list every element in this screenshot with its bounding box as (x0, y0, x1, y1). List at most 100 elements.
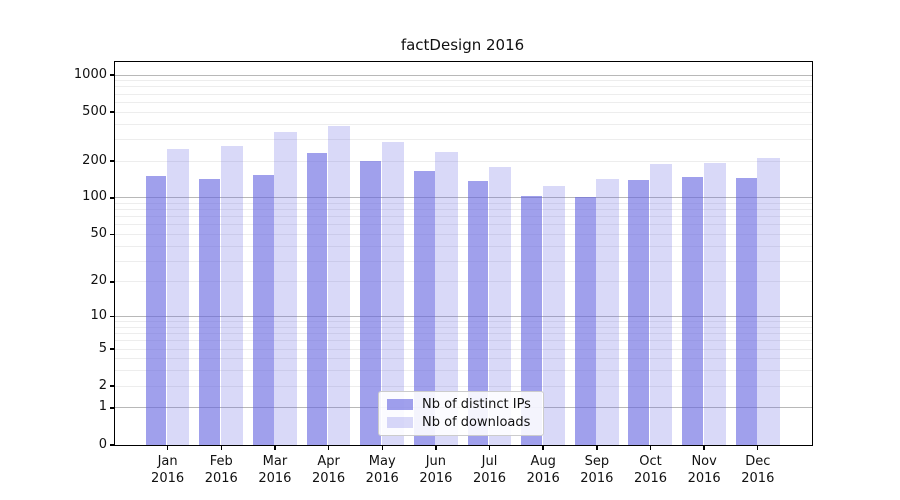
bar-downloads-jan (167, 148, 190, 445)
bar-distinct-ips-nov (682, 177, 703, 445)
x-tick (703, 446, 705, 450)
gridline-minor (115, 93, 812, 95)
bar-distinct-ips-jan (145, 175, 167, 445)
y-tick (110, 160, 114, 162)
gridline-minor (115, 209, 812, 211)
x-tick (435, 446, 437, 450)
x-tick-label: Jun 2016 (419, 454, 453, 486)
x-tick (166, 446, 169, 450)
bar-distinct-ips-aug (521, 195, 542, 445)
y-tick-label: 20 (90, 273, 107, 289)
x-tick (649, 446, 652, 450)
plot-area: Jan 2016 Feb 2016 Mar 2016 Apr 2016 May 2016… (74, 61, 813, 486)
x-tick-label: Oct 2016 (633, 454, 668, 486)
bar-downloads-aug (542, 185, 565, 445)
x-tick (596, 446, 598, 450)
chart-title: factDesign 2016 (400, 36, 525, 54)
bar-downloads-jul (488, 167, 512, 445)
x-tick-label: Mar 2016 (258, 454, 292, 486)
bar-distinct-ips-may (360, 161, 382, 445)
x-tick-label: Sep 2016 (580, 454, 614, 486)
y-tick (110, 385, 114, 387)
gridline-minor (115, 333, 812, 335)
legend-label-distinct-ips: Nb of distinct IPs (422, 397, 531, 412)
x-tick (274, 446, 276, 450)
bar-downloads-oct (649, 163, 673, 445)
bar-distinct-ips-mar (252, 174, 274, 445)
y-tick (110, 197, 114, 199)
y-tick (110, 444, 114, 446)
gridline-minor (115, 326, 812, 328)
y-tick-label: 100 (82, 189, 107, 205)
bar-distinct-ips-dec (735, 177, 757, 445)
y-tick (110, 74, 114, 76)
gridline-minor (115, 138, 812, 140)
gridline-minor (115, 358, 812, 360)
gridline-minor (115, 233, 812, 235)
y-tick-label: 50 (90, 225, 107, 241)
legend-label-downloads: Nb of downloads (422, 415, 531, 430)
gridline-minor (115, 160, 812, 162)
gridline-minor (115, 370, 812, 372)
gridline-minor (115, 86, 812, 88)
y-tick-label: 10 (90, 308, 107, 324)
x-tick-label: Aug 2016 (526, 454, 560, 486)
y-tick (110, 233, 114, 236)
y-tick (110, 111, 114, 113)
x-tick (488, 446, 491, 450)
x-tick (381, 446, 383, 450)
gridline-minor (115, 281, 812, 283)
bar-downloads-sep (596, 178, 619, 445)
x-tick-label: May 2016 (365, 454, 399, 486)
x-tick-label: Feb 2016 (204, 454, 238, 486)
y-tick-label: 1000 (73, 66, 107, 82)
y-tick-label: 200 (82, 152, 107, 168)
y-tick (110, 407, 114, 409)
gridline-minor (115, 101, 812, 103)
gridline-minor (115, 245, 812, 247)
y-tick-label: 2 (98, 377, 107, 393)
legend-item-distinct-ips: Nb of distinct IPs (387, 397, 531, 412)
gridline-major (115, 74, 812, 76)
bar-downloads-dec (757, 157, 780, 445)
y-tick (110, 281, 114, 283)
bar-distinct-ips-oct (628, 180, 650, 445)
gridline-major (115, 197, 812, 199)
gridline-minor (115, 80, 812, 82)
gridline-minor (115, 348, 812, 350)
x-tick-label: Dec 2016 (741, 454, 775, 486)
legend-item-downloads: Nb of downloads (387, 415, 531, 430)
y-tick (110, 315, 114, 318)
gridline-minor (115, 111, 812, 113)
legend-swatch-downloads-icon (387, 417, 413, 428)
x-tick-label: Apr 2016 (312, 454, 346, 486)
gridline-minor (115, 216, 812, 218)
y-tick-label: 500 (82, 103, 107, 119)
gridline-minor (115, 340, 812, 342)
gridline-minor (115, 321, 812, 323)
legend: Nb of distinct IPs Nb of downloads (378, 391, 544, 436)
gridline-minor (115, 385, 812, 387)
y-tick (110, 348, 114, 350)
x-tick (757, 446, 759, 450)
bar-distinct-ips-apr (306, 152, 328, 445)
bar-downloads-apr (327, 126, 351, 445)
gridline-minor (115, 202, 812, 204)
bar-distinct-ips-jul (467, 181, 489, 445)
x-tick-label: Jul 2016 (472, 454, 507, 486)
x-tick (220, 446, 222, 450)
bar-distinct-ips-jun (413, 170, 435, 445)
bar-downloads-mar (274, 131, 297, 445)
bar-downloads-nov (703, 162, 726, 445)
bar-distinct-ips-sep (574, 197, 596, 445)
gridline-minor (115, 260, 812, 262)
y-tick-label: 1 (98, 399, 107, 415)
bar-downloads-may (381, 142, 404, 445)
x-tick-label: Nov 2016 (687, 454, 721, 486)
x-tick (327, 446, 330, 450)
bar-downloads-jun (435, 152, 458, 445)
y-tick-label: 0 (98, 436, 107, 452)
x-tick-label: Jan 2016 (151, 454, 185, 486)
bar-distinct-ips-feb (199, 178, 221, 445)
